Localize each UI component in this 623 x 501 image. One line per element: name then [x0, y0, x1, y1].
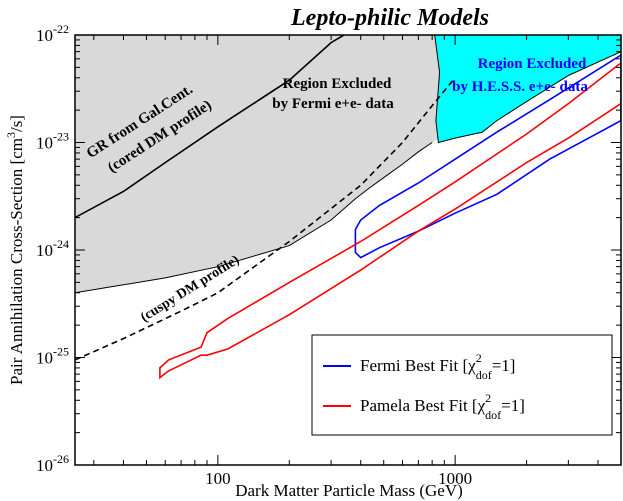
- y-axis-label: Pair Annihilation Cross-Section [cm3/s]: [4, 115, 26, 385]
- line-gr-cored: [75, 35, 345, 219]
- y-tick-label: 10-22: [36, 22, 69, 45]
- excluded-region-hess: [434, 35, 621, 144]
- line-gr-cuspy: [75, 77, 456, 361]
- annotation-hess-region-2: by H.E.S.S. e+e- data: [452, 79, 588, 95]
- x-axis-label: Dark Matter Particle Mass (GeV): [235, 481, 463, 500]
- x-tick-label: 1000: [438, 469, 472, 488]
- legend-label-fermi-best-fit: Fermi Best Fit [χ2 dof=1]: [360, 351, 515, 382]
- y-tick-label: 10-24: [36, 237, 69, 260]
- x-tick-label: 100: [205, 469, 231, 488]
- y-tick-label: 10-25: [36, 345, 69, 368]
- annotation-hess-region-1: Region Excluded: [478, 56, 587, 72]
- legend-label-pamela-best-fit: Pamela Best Fit [χ2 dof=1]: [360, 391, 525, 422]
- contour-pamela-best-fit: [159, 61, 621, 380]
- y-tick-label: 10-26: [36, 452, 69, 475]
- annotation-fermi-region-1: Region Excluded: [283, 76, 392, 92]
- annotation-fermi-region-2: by Fermi e+e- data: [272, 96, 394, 112]
- excluded-region-fermi-edge: [75, 142, 433, 294]
- chart-title: Lepto-philic Models: [290, 5, 489, 31]
- contour-fermi-best-fit: [354, 54, 621, 259]
- legend-box: [311, 334, 613, 436]
- y-tick-label: 10-23: [36, 130, 69, 153]
